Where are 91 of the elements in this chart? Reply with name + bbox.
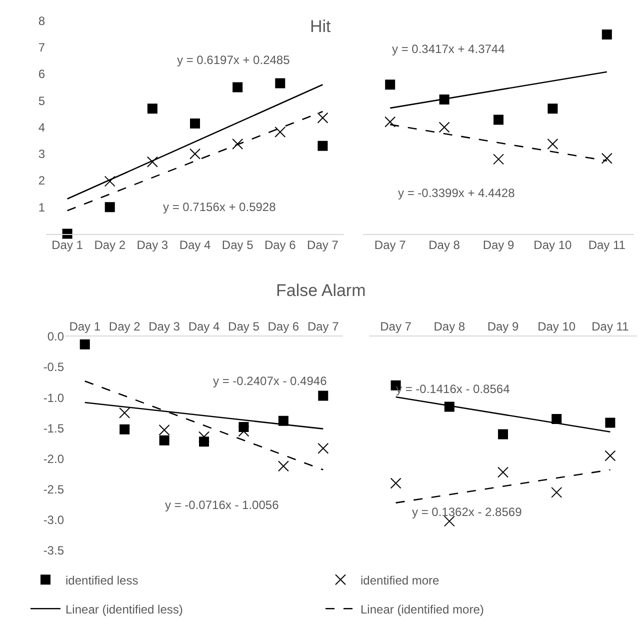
- point: [390, 478, 402, 489]
- point: [158, 424, 170, 436]
- x-tick-label: Day 1: [52, 238, 84, 252]
- point: [80, 339, 90, 350]
- y-tick-label: -2.0: [43, 452, 64, 466]
- point: [159, 435, 170, 446]
- chart-title: False Alarm: [276, 281, 366, 300]
- point: [119, 407, 130, 418]
- x-tick-label: Day 11: [592, 320, 630, 334]
- point: [547, 138, 558, 150]
- annotation: y = -0.1416x - 0.8564: [396, 382, 510, 396]
- point: [438, 122, 450, 133]
- x-tick-label: Day 6: [268, 320, 300, 334]
- y-tick-label: 5: [38, 94, 46, 108]
- y-tick-label: -0.5: [43, 360, 64, 374]
- annotation: y = 0.6197x + 0.2485: [177, 53, 290, 67]
- y-tick-label: -3.5: [43, 544, 64, 558]
- point: [274, 126, 286, 138]
- legend-label: Linear (identified more): [360, 602, 484, 616]
- x-tick-label: Day 6: [264, 238, 296, 252]
- point: [605, 418, 616, 428]
- point: [494, 114, 504, 125]
- x-tick-label: Day 1: [69, 320, 101, 334]
- point: [385, 80, 396, 90]
- legend-label: identified less: [66, 573, 138, 588]
- x-tick-label: Day 8: [428, 238, 460, 252]
- y-tick-label: 0.0: [47, 330, 64, 344]
- point: [147, 104, 158, 114]
- point: [120, 424, 130, 434]
- x-tick-label: Day 7: [374, 238, 406, 252]
- point: [318, 390, 328, 401]
- y-tick-label: 7: [38, 40, 46, 55]
- annotation: y = -0.3399x + 4.4428: [398, 186, 516, 200]
- point: [498, 429, 508, 440]
- point: [384, 116, 396, 128]
- point: [104, 202, 115, 212]
- x-tick-label: Day 3: [136, 238, 168, 252]
- chart-title: Hit: [310, 17, 332, 36]
- point: [278, 460, 289, 472]
- annotation: y = 0.7156x + 0.5928: [163, 200, 276, 214]
- annotation: y = 0.1362x - 2.8569: [412, 505, 522, 519]
- point: [601, 152, 612, 164]
- x-tick-label: Day 2: [108, 320, 141, 334]
- annotation: y = -0.0716x - 1.0056: [165, 498, 280, 512]
- x-tick-label: Day 7: [380, 320, 412, 334]
- point: [444, 516, 455, 527]
- y-tick-label: -1.0: [43, 390, 64, 405]
- x-tick-label: Day 5: [228, 320, 260, 334]
- point: [232, 138, 244, 150]
- legend-label: identified more: [360, 573, 440, 588]
- y-tick-label: 4: [38, 120, 46, 134]
- x-tick-label: Day 10: [538, 320, 576, 334]
- x-tick-label: Day 4: [188, 320, 220, 334]
- point: [62, 228, 72, 239]
- point: [548, 104, 558, 114]
- point: [104, 176, 116, 187]
- point: [232, 82, 243, 92]
- point: [604, 450, 616, 462]
- x-tick-label: Day 8: [434, 320, 466, 334]
- x-tick-label: Day 4: [179, 238, 211, 252]
- x-tick-label: Day 3: [148, 320, 180, 334]
- y-tick-label: 1: [38, 200, 46, 214]
- point: [146, 156, 158, 168]
- x-tick-label: Day 2: [94, 238, 126, 252]
- y-tick-label: 6: [38, 67, 46, 82]
- y-tick-label: -2.5: [43, 482, 64, 497]
- x-tick-label: Day 5: [222, 238, 254, 252]
- legend-label: Linear (identified less): [66, 602, 183, 616]
- annotation: y = -0.2407x - 0.4946: [213, 374, 328, 388]
- point: [275, 78, 286, 88]
- y-tick-label: -1.5: [43, 421, 64, 436]
- x-tick-label: Day 9: [482, 238, 514, 252]
- y-tick-label: 8: [38, 14, 46, 28]
- point: [602, 30, 612, 40]
- x-tick-label: Day 7: [307, 320, 340, 334]
- point: [190, 118, 200, 129]
- point: [190, 148, 200, 160]
- x-tick-label: Day 11: [588, 238, 626, 252]
- point: [318, 442, 329, 454]
- point: [317, 112, 328, 124]
- annotation: y = 0.3417x + 4.3744: [392, 42, 506, 56]
- x-tick-label: Day 7: [307, 238, 339, 252]
- x-tick-label: Day 10: [534, 238, 572, 252]
- point: [551, 486, 562, 498]
- point: [493, 154, 504, 165]
- y-tick-label: 2: [38, 174, 46, 188]
- x-tick-label: Day 9: [487, 320, 519, 334]
- y-tick-label: -3.0: [43, 513, 64, 528]
- point: [318, 140, 328, 151]
- point: [498, 466, 508, 478]
- y-tick-label: 3: [38, 147, 46, 162]
